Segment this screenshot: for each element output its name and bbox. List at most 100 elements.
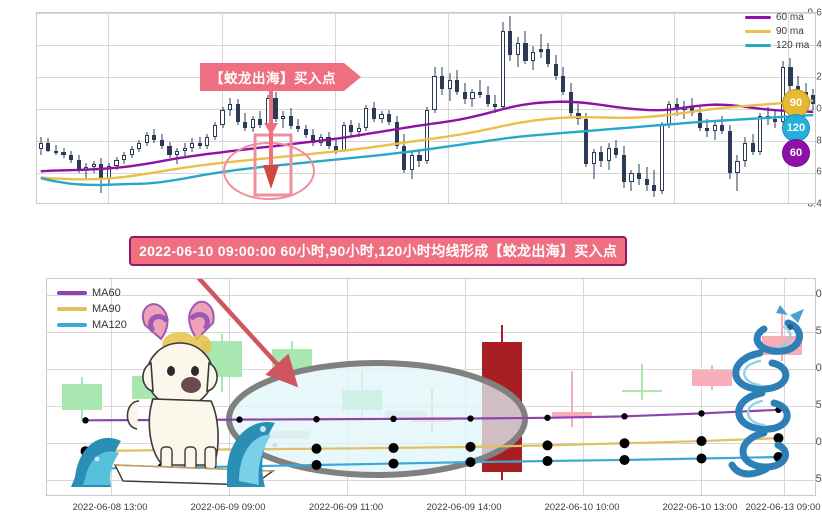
legend-item-ma120[interactable]: MA120 xyxy=(57,319,127,331)
candle xyxy=(349,13,354,203)
gridline-v xyxy=(335,13,336,203)
gridline-v xyxy=(448,13,449,203)
candle xyxy=(546,13,551,203)
candle xyxy=(424,13,430,203)
ribbon-label: 【蛟龙出海】买入点 xyxy=(210,71,336,86)
gridline-h xyxy=(47,480,815,481)
top-chart-panel: 9.6 9.4 9.2 9.0 8.8 8.6 8.4 xyxy=(0,0,822,232)
top-plot-area[interactable] xyxy=(36,12,816,204)
candle xyxy=(455,13,460,203)
ma-point xyxy=(542,440,553,451)
ma-point xyxy=(236,416,243,423)
y-tick: 8.4 xyxy=(807,198,822,210)
legend-swatch xyxy=(745,16,771,19)
candle xyxy=(485,13,490,203)
gridline-h xyxy=(37,109,815,110)
gridline-h xyxy=(47,332,815,333)
candle xyxy=(61,13,66,203)
legend-item-ma90[interactable]: MA90 xyxy=(57,303,127,315)
ma-point xyxy=(390,415,397,423)
candle xyxy=(561,13,566,203)
candle xyxy=(46,13,51,203)
candle xyxy=(621,13,626,203)
candle xyxy=(258,13,263,203)
price-bubble-60ma[interactable]: 60 xyxy=(782,139,810,167)
legend-swatch xyxy=(745,30,771,33)
ma-point xyxy=(313,416,320,423)
ma-point xyxy=(388,442,399,453)
candle xyxy=(144,13,149,203)
ribbon-body: 【蛟龙出海】买入点 xyxy=(200,63,344,91)
price-bubble-90ma[interactable]: 90 xyxy=(782,89,810,117)
x-tick: 2022-06-08 13:00 xyxy=(72,502,148,513)
candle xyxy=(477,13,483,203)
candle xyxy=(462,13,467,203)
legend-item-120ma[interactable]: 120 ma xyxy=(745,40,809,51)
candle xyxy=(205,13,210,203)
candle xyxy=(220,13,225,203)
candle xyxy=(402,13,407,203)
ma-point xyxy=(465,457,476,468)
candle xyxy=(591,13,596,203)
candle xyxy=(440,13,445,203)
candle xyxy=(152,13,157,203)
candle xyxy=(629,13,634,203)
gridline-h xyxy=(37,45,815,46)
legend-label: MA90 xyxy=(92,303,121,315)
legend-item-ma60[interactable]: MA60 xyxy=(57,287,127,299)
gridline-h xyxy=(37,77,815,78)
candle xyxy=(599,13,604,203)
candle xyxy=(371,13,377,203)
candle xyxy=(68,13,74,203)
ma-point xyxy=(311,460,322,471)
candle xyxy=(758,13,763,203)
top-chart-legend: 60 ma 90 ma 120 ma xyxy=(745,12,809,51)
ma-point xyxy=(696,436,707,447)
candle xyxy=(697,13,702,203)
ma-line xyxy=(40,100,814,173)
candle xyxy=(379,13,384,203)
candle xyxy=(811,13,815,203)
candle xyxy=(606,13,611,203)
candle xyxy=(750,13,755,203)
gridline-v xyxy=(111,279,112,495)
ma-point xyxy=(311,443,322,454)
x-tick: 2022-06-13 09:00 xyxy=(745,502,821,513)
candle xyxy=(523,13,528,203)
legend-swatch xyxy=(57,307,87,311)
ma-line xyxy=(40,99,814,181)
x-tick: 2022-06-09 14:00 xyxy=(426,502,502,513)
gridline-h xyxy=(47,295,815,296)
candle xyxy=(296,13,301,203)
candle xyxy=(129,13,134,203)
legend-label: MA120 xyxy=(92,319,127,331)
ma-point xyxy=(388,458,399,469)
candle xyxy=(334,13,339,203)
legend-swatch xyxy=(57,323,87,327)
ma-point xyxy=(465,441,476,452)
candle xyxy=(552,279,592,495)
ma-point xyxy=(619,438,630,449)
candle xyxy=(470,13,475,203)
candle xyxy=(114,13,119,203)
candle xyxy=(720,13,725,203)
price-bubble-120ma[interactable]: 120 xyxy=(782,114,810,142)
candle xyxy=(508,13,513,203)
legend-item-60ma[interactable]: 60 ma xyxy=(745,12,809,23)
candle xyxy=(288,13,293,203)
candle xyxy=(493,13,498,203)
candle xyxy=(636,13,642,203)
candle xyxy=(705,13,710,203)
candle xyxy=(538,13,543,203)
candle xyxy=(364,13,369,203)
candle xyxy=(91,13,96,203)
candle xyxy=(167,13,172,203)
candle xyxy=(712,13,717,203)
legend-item-90ma[interactable]: 90 ma xyxy=(745,26,809,37)
bottom-plot-area[interactable]: MA60 MA90 MA120 xyxy=(46,278,816,496)
ma-point xyxy=(696,453,707,464)
gridline-v xyxy=(229,279,230,495)
legend-label: 60 ma xyxy=(776,12,804,23)
candle xyxy=(622,279,662,495)
candle xyxy=(515,13,520,203)
